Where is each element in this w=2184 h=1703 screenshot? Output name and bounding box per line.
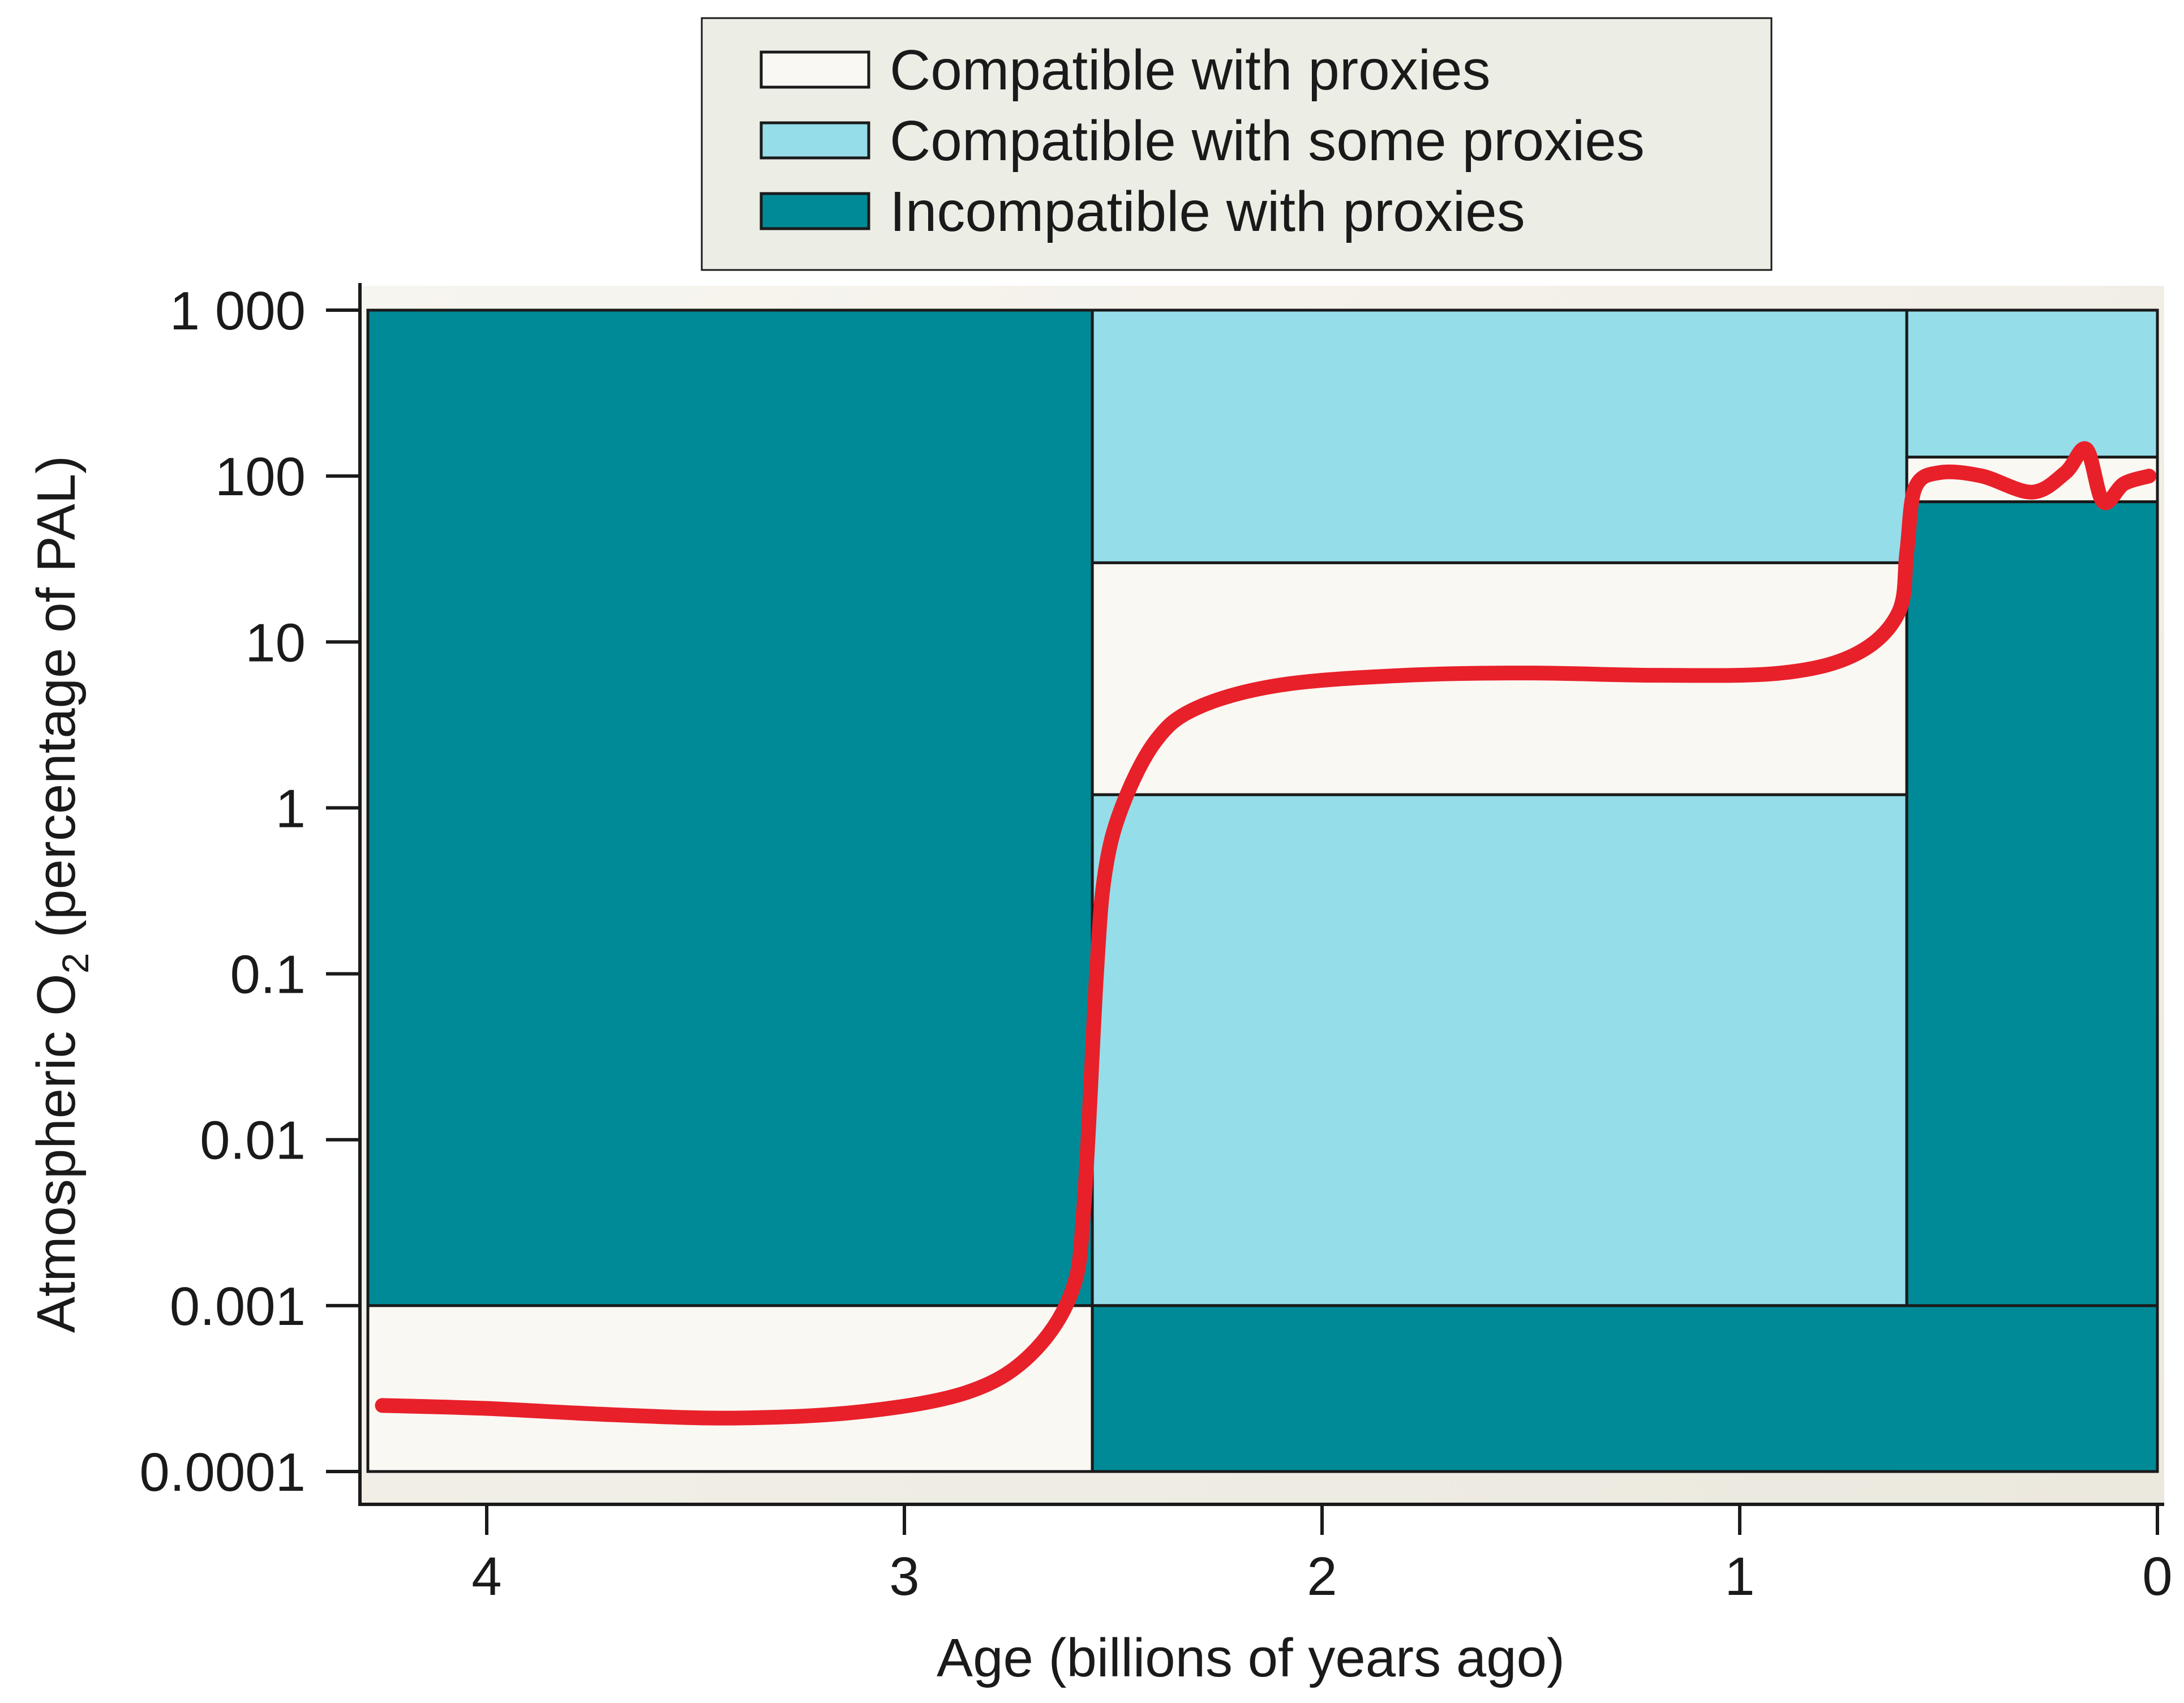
x-tick-label: 1 — [1724, 1546, 1754, 1607]
region-incompatible-8 — [1905, 500, 2159, 1307]
x-tick-label: 3 — [889, 1546, 919, 1607]
region-some-6 — [1905, 308, 2159, 459]
legend-label-some: Compatible with some proxies — [890, 109, 1645, 173]
legend-entry-incompatible: Incompatible with proxies — [760, 180, 1525, 243]
y-tick-label: 0.0001 — [139, 1442, 306, 1503]
legend-box — [701, 17, 1773, 271]
y-axis-title-subscript: 2 — [54, 953, 96, 974]
legend-label-incompatible: Incompatible with proxies — [890, 180, 1525, 243]
legend-entry-some: Compatible with some proxies — [760, 109, 1645, 173]
y-axis-title-main: Atmospheric O — [26, 973, 87, 1333]
x-axis-ticks: 4 3 2 1 0 — [471, 1504, 2173, 1607]
proxy-regions — [366, 308, 2159, 1473]
y-tick-label: 0.001 — [170, 1276, 306, 1337]
y-tick-label: 100 — [215, 447, 306, 507]
o2-series — [375, 441, 2157, 1426]
region-some-4 — [1091, 793, 1908, 1307]
x-tick-label: 4 — [471, 1546, 501, 1607]
y-tick-label: 0.1 — [230, 945, 306, 1005]
x-tick-label: 2 — [1307, 1546, 1337, 1607]
y-axis-title: Atmospheric O2 (percentage of PAL) — [26, 456, 96, 1333]
legend: Compatible with proxies Compatible with … — [701, 17, 1773, 271]
y-tick-label: 0.01 — [200, 1110, 306, 1171]
y-axis-title-rest: (percentage of PAL) — [26, 456, 87, 953]
legend-label-compatible: Compatible with proxies — [890, 38, 1491, 102]
series-line-o2 — [375, 441, 2157, 1426]
y-tick-label: 10 — [245, 612, 306, 673]
legend-swatch-incompatible — [760, 192, 870, 230]
y-tick-label: 1 — [276, 778, 306, 839]
y-axis-ticks: 1 000 100 10 1 0.1 0.01 0.001 0.0001 — [139, 281, 360, 1503]
x-axis-title: Age (billions of years ago) — [937, 1628, 1565, 1688]
region-incompatible-5 — [1091, 1304, 2159, 1473]
region-incompatible-0 — [366, 308, 1094, 1307]
region-some-2 — [1091, 308, 1908, 564]
legend-swatch-compatible — [760, 50, 870, 89]
legend-swatch-some — [760, 121, 870, 160]
y-tick-label: 1 000 — [170, 281, 306, 341]
x-tick-label: 0 — [2142, 1546, 2172, 1607]
legend-entry-compatible: Compatible with proxies — [760, 38, 1491, 102]
